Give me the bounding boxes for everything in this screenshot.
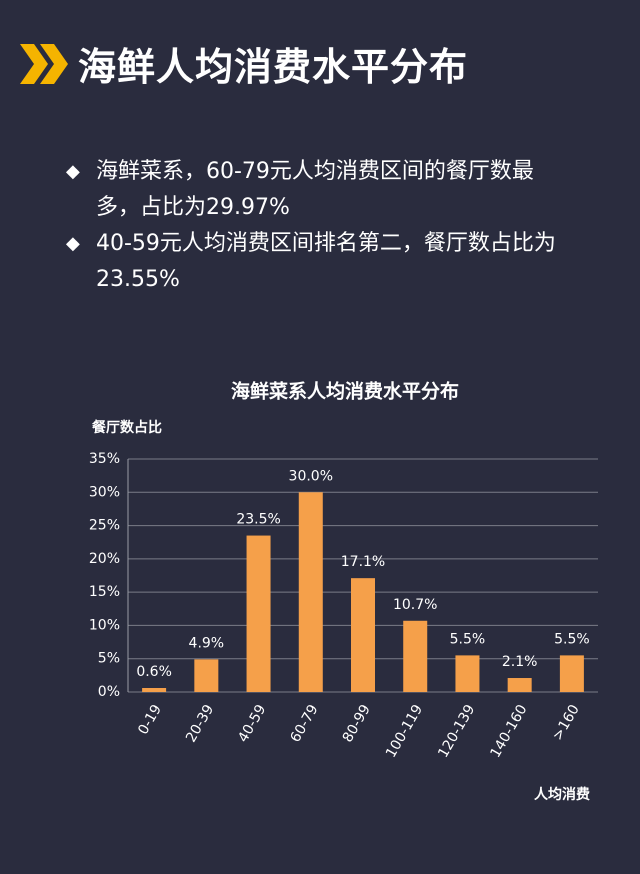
- y-axis-label: 餐厅数占比: [91, 419, 162, 436]
- chart-title: 海鲜菜系人均消费水平分布: [231, 380, 459, 403]
- x-tick-label: 60-79: [288, 702, 322, 745]
- value-label: 5.5%: [554, 631, 590, 647]
- y-tick-label: 15%: [89, 584, 120, 600]
- y-tick-label: 0%: [98, 684, 120, 700]
- bar: [403, 620, 428, 692]
- y-tick-label: 35%: [89, 451, 120, 467]
- x-tick-label: 120-139: [435, 702, 478, 761]
- value-label: 30.0%: [289, 468, 333, 484]
- value-label: 17.1%: [341, 554, 385, 570]
- bullet: ◆ 40-59元人均消费区间排名第二，餐厅数占比为23.55%: [66, 226, 576, 298]
- value-label: 10.7%: [393, 597, 437, 613]
- bar: [142, 688, 167, 692]
- bar: [559, 655, 584, 692]
- value-label: 4.9%: [189, 635, 225, 651]
- chevron-icon: [40, 44, 68, 84]
- x-tick-label: 0-19: [135, 702, 165, 738]
- value-label: 0.6%: [136, 664, 172, 680]
- value-label: 5.5%: [450, 631, 486, 647]
- value-label: 23.5%: [236, 512, 280, 528]
- y-tick-label: 25%: [89, 518, 120, 534]
- x-tick-label: >160: [550, 702, 583, 743]
- bar: [194, 659, 219, 692]
- chevron-icon: [20, 44, 48, 84]
- y-tick-label: 5%: [98, 651, 120, 667]
- x-tick-label: 80-99: [340, 702, 374, 745]
- bullet: ◆ 海鲜菜系，60-79元人均消费区间的餐厅数最多，占比为29.97%: [66, 154, 576, 226]
- bullet-text: 海鲜菜系，60-79元人均消费区间的餐厅数最多，占比为29.97%: [96, 159, 534, 220]
- y-tick-label: 10%: [89, 617, 120, 633]
- y-tick-label: 30%: [89, 484, 120, 500]
- bar: [507, 678, 532, 692]
- x-axis-label: 人均消费: [534, 786, 590, 803]
- x-tick-label: 140-160: [487, 702, 530, 761]
- x-tick-label: 40-59: [235, 702, 269, 745]
- value-label: 2.1%: [502, 654, 538, 670]
- bar: [351, 578, 375, 692]
- x-tick-label: 100-119: [383, 702, 426, 761]
- y-tick-label: 20%: [89, 551, 120, 567]
- page-title: 海鲜人均消费水平分布: [78, 45, 469, 89]
- bar: [298, 492, 323, 692]
- bar: [246, 535, 271, 692]
- x-tick-label: 20-39: [183, 702, 217, 745]
- bullet-text: 40-59元人均消费区间排名第二，餐厅数占比为23.55%: [96, 231, 556, 292]
- bar: [455, 655, 480, 692]
